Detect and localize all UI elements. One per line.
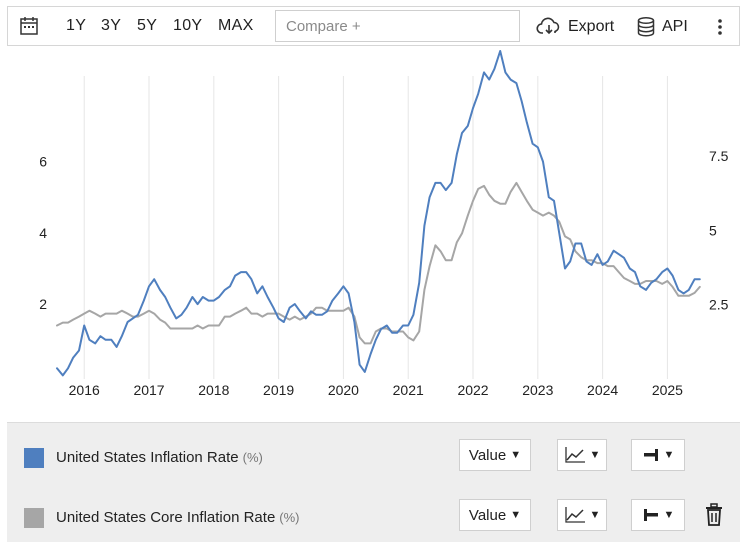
range-max-button[interactable]: MAX [218, 17, 254, 34]
series-name-text: United States Inflation Rate [56, 449, 239, 466]
compare-input[interactable] [275, 10, 520, 42]
series-name-text: United States Core Inflation Rate [56, 509, 276, 526]
y-left-tick-label: 2 [39, 296, 47, 312]
caret-down-icon: ▼ [589, 449, 601, 461]
caret-down-icon: ▼ [663, 449, 675, 461]
y-right-tick-label: 2.5 [709, 297, 729, 313]
cloud-download-icon [536, 17, 560, 35]
y-right-tick-label: 7.5 [709, 148, 729, 164]
x-tick-label: 2022 [457, 382, 488, 398]
value-dropdown[interactable]: Value ▼ [459, 499, 531, 531]
export-button[interactable]: Export [536, 15, 614, 39]
series-unit: (%) [242, 450, 263, 465]
series-name: United States Core Inflation Rate (%) [56, 509, 300, 526]
value-dropdown-label: Value [468, 506, 507, 524]
series-color-swatch[interactable] [24, 448, 44, 468]
x-tick-label: 2023 [522, 382, 553, 398]
right-axis-icon [643, 449, 658, 461]
more-options-icon[interactable] [710, 17, 730, 37]
caret-down-icon: ▼ [589, 509, 601, 521]
series-row-inflation: United States Inflation Rate (%) Value ▼ ▼… [7, 425, 740, 485]
x-tick-label: 2017 [133, 382, 164, 398]
trash-icon[interactable] [704, 503, 724, 527]
calendar-icon[interactable] [18, 15, 40, 37]
caret-down-icon: ▼ [663, 509, 675, 521]
series-panel: United States Inflation Rate (%) Value ▼ ▼… [7, 422, 740, 542]
left-axis-icon [643, 509, 658, 521]
axis-side-dropdown[interactable]: ▼ [631, 499, 685, 531]
axis-side-dropdown[interactable]: ▼ [631, 439, 685, 471]
range-5y-button[interactable]: 5Y [137, 17, 158, 34]
series-line-inflation-rate [56, 50, 701, 377]
series-color-swatch[interactable] [24, 508, 44, 528]
y-left-tick-label: 6 [39, 154, 47, 170]
value-dropdown[interactable]: Value ▼ [459, 439, 531, 471]
range-3y-button[interactable]: 3Y [101, 17, 122, 34]
x-tick-label: 2024 [587, 382, 618, 398]
series-unit: (%) [279, 510, 300, 525]
y-left-tick-label: 4 [39, 225, 47, 241]
range-1y-button[interactable]: 1Y [66, 17, 87, 34]
database-icon [637, 16, 655, 37]
chart-toolbar: 1Y 3Y 5Y 10Y MAX Export API [7, 6, 740, 46]
value-dropdown-label: Value [468, 446, 507, 464]
range-10y-button[interactable]: 10Y [173, 17, 203, 34]
y-right-tick-label: 5 [709, 222, 717, 238]
api-button[interactable]: API [636, 15, 688, 39]
caret-down-icon: ▼ [510, 449, 522, 461]
line-chart-icon [564, 447, 585, 463]
chart-canvas: 2016 2017 2018 2019 2020 2021 2022 2023 2024 2025… [39, 50, 729, 398]
x-tick-label: 2016 [69, 382, 100, 398]
x-tick-label: 2020 [328, 382, 359, 398]
series-row-core-inflation: United States Core Inflation Rate (%) Val… [7, 485, 740, 542]
series-line-core-inflation-rate [56, 181, 701, 345]
x-tick-label: 2021 [393, 382, 424, 398]
chart-type-dropdown[interactable]: ▼ [557, 439, 607, 471]
x-tick-label: 2025 [652, 382, 683, 398]
line-chart-icon [564, 507, 585, 523]
api-label: API [662, 18, 688, 35]
series-name: United States Inflation Rate (%) [56, 449, 263, 466]
caret-down-icon: ▼ [510, 509, 522, 521]
x-tick-label: 2019 [263, 382, 294, 398]
inflation-chart: 2016 2017 2018 2019 2020 2021 2022 2023 2024 2025… [7, 46, 740, 422]
export-label: Export [568, 18, 615, 35]
x-tick-label: 2018 [198, 382, 229, 398]
chart-type-dropdown[interactable]: ▼ [557, 499, 607, 531]
